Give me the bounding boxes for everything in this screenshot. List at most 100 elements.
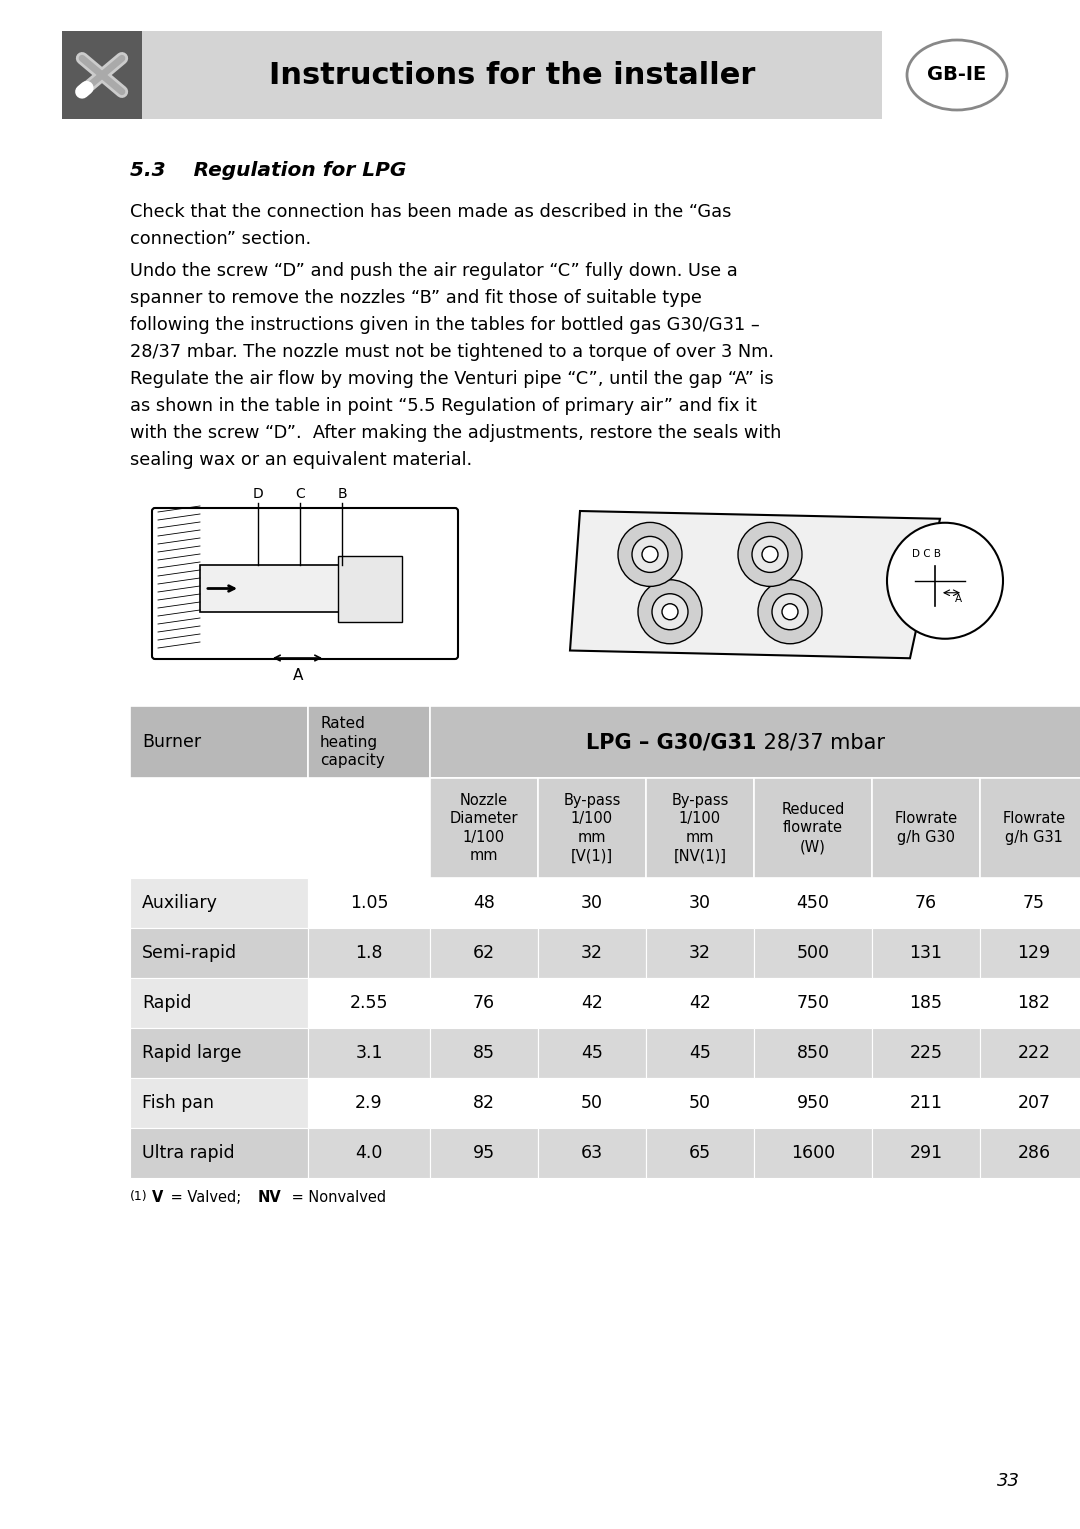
FancyBboxPatch shape <box>754 1128 872 1177</box>
Text: By-pass
1/100
mm
[V(1)]: By-pass 1/100 mm [V(1)] <box>564 792 621 864</box>
Text: 32: 32 <box>581 943 603 962</box>
Text: 42: 42 <box>581 994 603 1012</box>
Text: 85: 85 <box>473 1044 495 1063</box>
Text: D C B: D C B <box>913 549 942 558</box>
Text: Fish pan: Fish pan <box>141 1095 214 1112</box>
Text: GB-IE: GB-IE <box>928 66 987 84</box>
Text: 182: 182 <box>1017 994 1051 1012</box>
Text: 3.1: 3.1 <box>355 1044 382 1063</box>
FancyBboxPatch shape <box>130 706 308 778</box>
Text: 95: 95 <box>473 1144 495 1162</box>
FancyBboxPatch shape <box>130 1128 308 1177</box>
Text: 1.05: 1.05 <box>350 894 388 911</box>
FancyBboxPatch shape <box>430 1128 538 1177</box>
Text: as shown in the table in point “5.5 Regulation of primary air” and fix it: as shown in the table in point “5.5 Regu… <box>130 398 757 414</box>
Text: sealing wax or an equivalent material.: sealing wax or an equivalent material. <box>130 451 472 469</box>
Text: 50: 50 <box>689 1095 711 1112</box>
Text: 131: 131 <box>909 943 943 962</box>
FancyBboxPatch shape <box>872 1027 980 1078</box>
FancyBboxPatch shape <box>980 1078 1080 1128</box>
FancyBboxPatch shape <box>141 31 882 119</box>
FancyBboxPatch shape <box>646 1027 754 1078</box>
Text: 30: 30 <box>689 894 711 911</box>
Circle shape <box>632 537 669 572</box>
Text: By-pass
1/100
mm
[NV(1)]: By-pass 1/100 mm [NV(1)] <box>672 792 729 864</box>
FancyBboxPatch shape <box>538 928 646 979</box>
Text: 129: 129 <box>1017 943 1051 962</box>
Text: 1.8: 1.8 <box>355 943 382 962</box>
FancyBboxPatch shape <box>130 928 308 979</box>
Text: 211: 211 <box>909 1095 943 1112</box>
FancyBboxPatch shape <box>754 878 872 928</box>
FancyBboxPatch shape <box>430 1027 538 1078</box>
FancyBboxPatch shape <box>62 31 141 119</box>
Text: 2.55: 2.55 <box>350 994 388 1012</box>
Polygon shape <box>570 511 940 659</box>
FancyBboxPatch shape <box>430 928 538 979</box>
Text: 42: 42 <box>689 994 711 1012</box>
Text: A: A <box>293 668 303 683</box>
Text: 45: 45 <box>581 1044 603 1063</box>
FancyBboxPatch shape <box>152 508 458 659</box>
Text: 45: 45 <box>689 1044 711 1063</box>
Circle shape <box>642 546 658 563</box>
Text: 750: 750 <box>797 994 829 1012</box>
Ellipse shape <box>907 40 1007 110</box>
FancyBboxPatch shape <box>872 778 980 878</box>
Text: Rated
heating
capacity: Rated heating capacity <box>320 716 384 768</box>
FancyBboxPatch shape <box>430 878 538 928</box>
Text: LPG – G30/G31: LPG – G30/G31 <box>586 732 757 752</box>
Text: 286: 286 <box>1017 1144 1051 1162</box>
Circle shape <box>752 537 788 572</box>
Text: 50: 50 <box>581 1095 603 1112</box>
FancyBboxPatch shape <box>980 878 1080 928</box>
Circle shape <box>772 593 808 630</box>
Text: Check that the connection has been made as described in the “Gas: Check that the connection has been made … <box>130 203 731 222</box>
FancyBboxPatch shape <box>200 566 386 612</box>
Text: Regulate the air flow by moving the Venturi pipe “C”, until the gap “A” is: Regulate the air flow by moving the Vent… <box>130 370 773 388</box>
FancyBboxPatch shape <box>538 979 646 1027</box>
FancyBboxPatch shape <box>430 1078 538 1128</box>
FancyBboxPatch shape <box>538 778 646 878</box>
Text: Flowrate
g/h G30: Flowrate g/h G30 <box>894 812 958 846</box>
Text: Rapid: Rapid <box>141 994 191 1012</box>
FancyBboxPatch shape <box>308 1027 430 1078</box>
Text: Reduced
flowrate
(W): Reduced flowrate (W) <box>781 801 845 855</box>
Text: 450: 450 <box>797 894 829 911</box>
FancyBboxPatch shape <box>754 1027 872 1078</box>
FancyBboxPatch shape <box>538 1128 646 1177</box>
Text: Burner: Burner <box>141 732 201 751</box>
FancyBboxPatch shape <box>980 1128 1080 1177</box>
Text: 82: 82 <box>473 1095 495 1112</box>
Text: connection” section.: connection” section. <box>130 229 311 248</box>
FancyBboxPatch shape <box>538 878 646 928</box>
Circle shape <box>618 523 681 587</box>
Text: D: D <box>253 488 264 502</box>
Text: A: A <box>955 593 962 604</box>
FancyBboxPatch shape <box>308 1128 430 1177</box>
FancyBboxPatch shape <box>130 1027 308 1078</box>
Text: following the instructions given in the tables for bottled gas G30/G31 –: following the instructions given in the … <box>130 317 759 333</box>
Text: 4.0: 4.0 <box>355 1144 382 1162</box>
Circle shape <box>782 604 798 619</box>
Text: Undo the screw “D” and push the air regulator “C” fully down. Use a: Undo the screw “D” and push the air regu… <box>130 261 738 280</box>
FancyBboxPatch shape <box>130 979 308 1027</box>
Text: Flowrate
g/h G31: Flowrate g/h G31 <box>1002 812 1066 846</box>
FancyBboxPatch shape <box>538 1027 646 1078</box>
Text: Ultra rapid: Ultra rapid <box>141 1144 234 1162</box>
Text: Nozzle
Diameter
1/100
mm: Nozzle Diameter 1/100 mm <box>449 792 518 864</box>
FancyBboxPatch shape <box>754 928 872 979</box>
Text: = Nonvalved: = Nonvalved <box>287 1190 387 1205</box>
Text: 76: 76 <box>473 994 495 1012</box>
FancyBboxPatch shape <box>872 979 980 1027</box>
Text: V: V <box>152 1190 163 1205</box>
Text: 63: 63 <box>581 1144 603 1162</box>
Text: 75: 75 <box>1023 894 1045 911</box>
FancyBboxPatch shape <box>338 555 402 621</box>
FancyBboxPatch shape <box>872 878 980 928</box>
FancyBboxPatch shape <box>646 1128 754 1177</box>
Text: (1): (1) <box>130 1190 148 1203</box>
Circle shape <box>638 579 702 644</box>
FancyBboxPatch shape <box>646 1078 754 1128</box>
FancyBboxPatch shape <box>980 1027 1080 1078</box>
